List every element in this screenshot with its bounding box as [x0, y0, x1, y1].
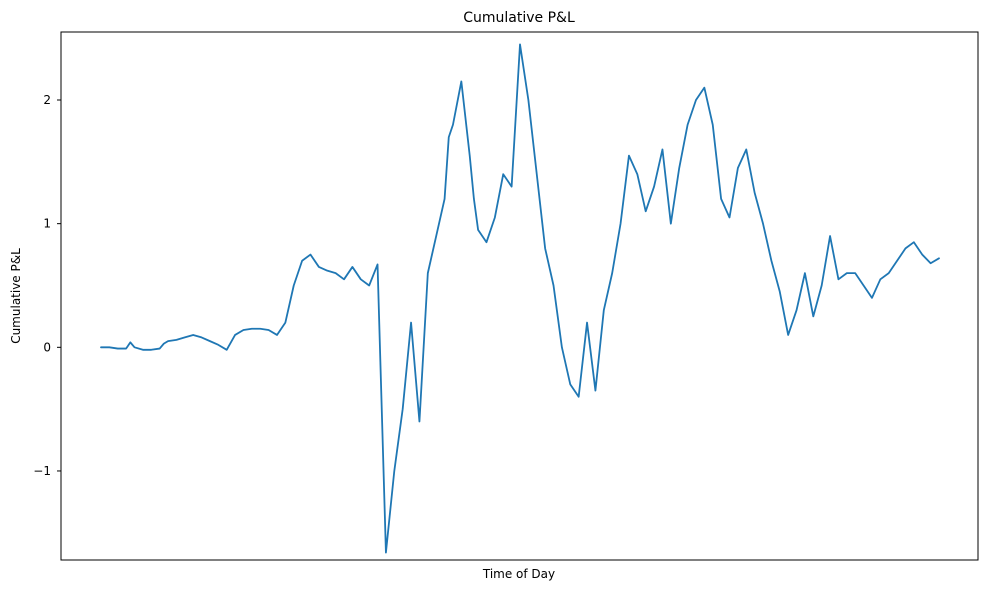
y-tick-label: 1	[43, 217, 51, 231]
x-axis-label: Time of Day	[482, 567, 555, 581]
chart-title: Cumulative P&L	[463, 10, 575, 26]
y-tick-label: 0	[43, 340, 51, 354]
y-axis-label: Cumulative P&L	[9, 248, 23, 344]
y-axis-ticks: −1 0 1 2	[33, 93, 61, 478]
cumulative-pnl-line	[100, 43, 940, 554]
plot-area	[60, 31, 979, 561]
y-tick-label: 2	[43, 93, 51, 107]
y-tick-label: −1	[33, 464, 51, 478]
